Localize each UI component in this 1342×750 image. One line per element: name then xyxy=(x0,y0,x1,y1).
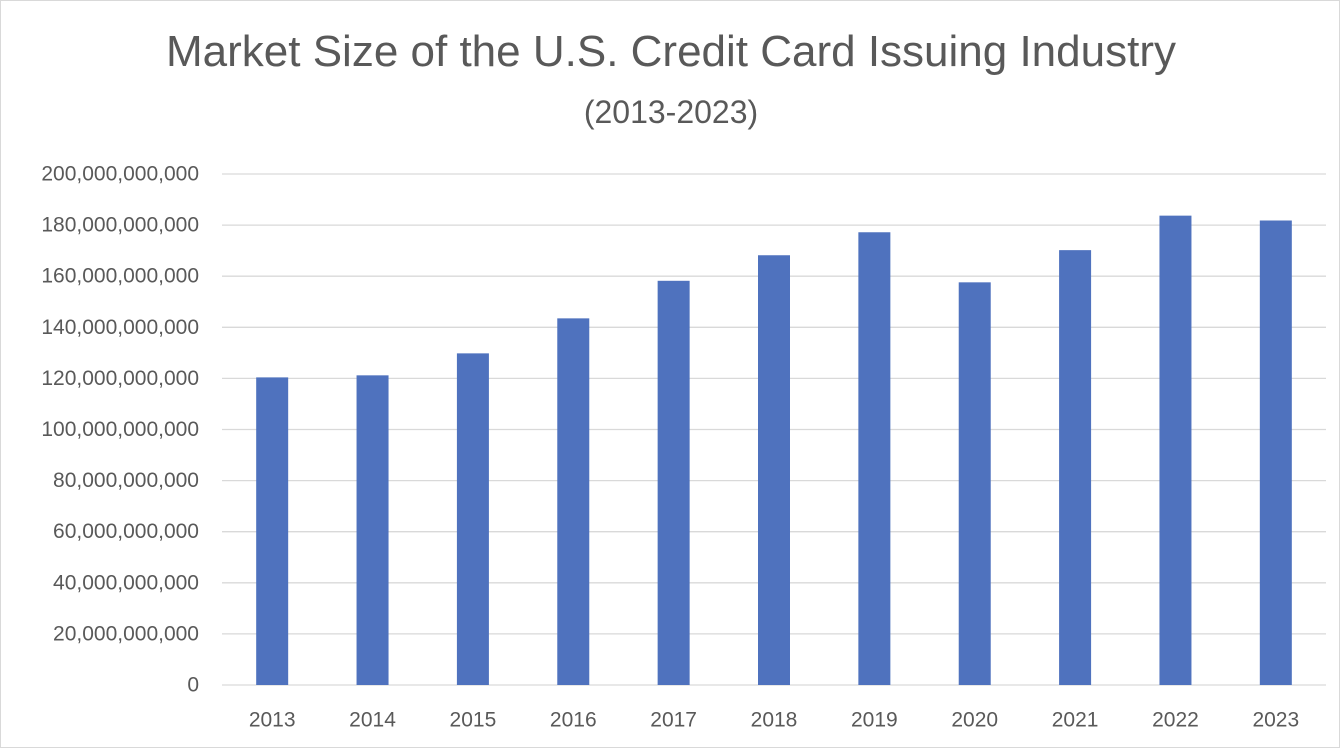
y-tick-label: 0 xyxy=(187,674,199,697)
x-tick-label: 2018 xyxy=(751,709,798,732)
y-tick-label: 20,000,000,000 xyxy=(53,622,199,645)
chart-title: Market Size of the U.S. Credit Card Issu… xyxy=(166,27,1176,76)
x-tick-label: 2023 xyxy=(1252,709,1299,732)
bar-2018 xyxy=(758,255,790,685)
y-axis-tick-labels: 0 20,000,000,000 40,000,000,000 60,000,000,… xyxy=(41,163,199,697)
x-tick-label: 2014 xyxy=(349,709,396,732)
bar-2013 xyxy=(256,377,289,685)
y-tick-label: 160,000,000,000 xyxy=(41,265,199,288)
y-tick-label: 100,000,000,000 xyxy=(41,418,199,441)
x-tick-label: 2021 xyxy=(1052,709,1099,732)
x-tick-label: 2016 xyxy=(550,709,597,732)
bar-2020 xyxy=(958,282,991,685)
y-tick-label: 120,000,000,000 xyxy=(41,367,199,390)
x-axis-tick-labels: 2013 2014 2015 2016 2017 2018 2019 2020 2021 2022… xyxy=(249,709,1299,732)
bar-2015 xyxy=(456,353,489,685)
bar-2019 xyxy=(858,232,891,685)
y-tick-label: 200,000,000,000 xyxy=(41,163,199,186)
x-tick-label: 2020 xyxy=(951,709,998,732)
bar-2023 xyxy=(1259,220,1292,685)
x-tick-label: 2017 xyxy=(650,709,697,732)
chart-subtitle: (2013-2023) xyxy=(583,94,759,130)
y-tick-label: 80,000,000,000 xyxy=(53,469,199,492)
y-tick-label: 40,000,000,000 xyxy=(53,571,199,594)
bar-2022 xyxy=(1159,215,1192,686)
y-tick-label: 60,000,000,000 xyxy=(53,520,199,543)
bar-2021 xyxy=(1059,250,1092,685)
y-tick-label: 180,000,000,000 xyxy=(41,214,199,237)
x-tick-label: 2022 xyxy=(1152,709,1199,732)
bar-2017 xyxy=(657,280,690,685)
x-tick-label: 2013 xyxy=(249,709,296,732)
bar-2014 xyxy=(356,375,389,685)
bars xyxy=(256,215,1292,686)
bar-2016 xyxy=(557,318,590,685)
x-tick-label: 2019 xyxy=(851,709,898,732)
x-tick-label: 2015 xyxy=(450,709,497,732)
y-tick-label: 140,000,000,000 xyxy=(41,316,199,339)
